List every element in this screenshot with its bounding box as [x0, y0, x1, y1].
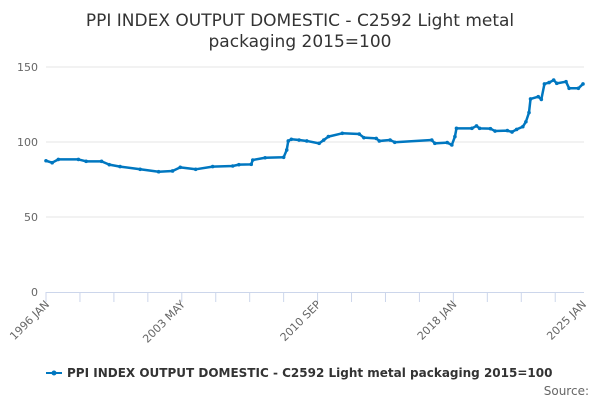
legend-item[interactable]: PPI INDEX OUTPUT DOMESTIC - C2592 Light … [46, 366, 552, 380]
y-tick-label: 100 [17, 136, 38, 149]
data-point[interactable] [527, 110, 531, 115]
data-point[interactable] [524, 119, 528, 124]
data-point[interactable] [84, 159, 88, 164]
y-tick-label: 0 [31, 286, 38, 299]
data-point[interactable] [567, 86, 571, 91]
data-point[interactable] [377, 139, 382, 143]
data-point[interactable] [99, 159, 104, 164]
data-point[interactable] [547, 80, 551, 85]
data-point[interactable] [317, 141, 321, 146]
series-path [45, 78, 584, 173]
data-point[interactable] [249, 162, 254, 167]
data-point[interactable] [138, 167, 142, 172]
chart-title-line-1: PPI INDEX OUTPUT DOMESTIC - C2592 Light … [86, 11, 514, 31]
legend-label: PPI INDEX OUTPUT DOMESTIC - C2592 Light … [67, 366, 552, 380]
data-point[interactable] [304, 139, 309, 143]
data-point[interactable] [493, 129, 497, 133]
data-point[interactable] [392, 140, 397, 145]
data-point[interactable] [44, 158, 48, 163]
data-point[interactable] [528, 97, 533, 101]
data-point[interactable] [388, 138, 392, 142]
y-tick-label: 150 [17, 61, 38, 74]
data-point[interactable] [281, 155, 286, 160]
data-point[interactable] [284, 148, 289, 152]
x-tick-label: 1996 JAN [7, 298, 52, 343]
data-point[interactable] [178, 165, 183, 170]
data-point[interactable] [576, 86, 581, 91]
series-line [44, 78, 585, 174]
x-axis-ticks [45, 292, 556, 302]
data-point[interactable] [230, 164, 235, 168]
x-tick-label: 2010 SEP [278, 298, 324, 344]
data-point[interactable] [474, 124, 479, 128]
data-point[interactable] [263, 155, 267, 160]
data-point[interactable] [445, 140, 450, 145]
data-point[interactable] [505, 128, 510, 133]
data-point[interactable] [521, 124, 525, 129]
data-point[interactable] [210, 164, 215, 169]
data-point[interactable] [514, 127, 519, 132]
y-tick-label: 50 [24, 211, 38, 224]
data-point[interactable] [362, 135, 366, 140]
data-point[interactable] [454, 126, 459, 131]
data-point[interactable] [107, 162, 112, 167]
data-point[interactable] [433, 141, 437, 146]
data-point[interactable] [450, 143, 454, 147]
data-point[interactable] [581, 82, 585, 86]
x-tick-label: 2018 JAN [415, 298, 460, 343]
data-point[interactable] [536, 94, 541, 99]
data-point[interactable] [321, 138, 326, 142]
data-point[interactable] [76, 157, 81, 162]
data-point[interactable] [193, 167, 198, 172]
data-point[interactable] [297, 138, 301, 142]
data-point[interactable] [488, 126, 493, 131]
data-point[interactable] [554, 81, 559, 86]
data-point[interactable] [477, 126, 482, 131]
data-point[interactable] [118, 164, 122, 169]
data-point[interactable] [564, 79, 568, 84]
x-tick-label: 2003 MAY [140, 298, 188, 346]
data-point[interactable] [470, 126, 474, 131]
data-point[interactable] [237, 162, 241, 167]
data-point[interactable] [539, 97, 544, 102]
data-point[interactable] [374, 136, 379, 141]
data-point[interactable] [429, 138, 434, 142]
data-point[interactable] [50, 160, 54, 165]
data-point[interactable] [56, 157, 61, 162]
data-point[interactable] [453, 134, 457, 139]
data-point[interactable] [286, 139, 291, 143]
y-axis-ticks: 0 50 100 150 [17, 61, 38, 299]
x-tick-label: 2025 JAN [544, 298, 589, 343]
data-point[interactable] [510, 130, 514, 134]
chart-title-line-2: packaging 2015=100 [209, 32, 392, 52]
data-point[interactable] [289, 137, 294, 142]
legend-marker-icon [51, 370, 57, 376]
data-point[interactable] [156, 169, 161, 174]
data-point[interactable] [250, 158, 255, 162]
data-point[interactable] [326, 134, 331, 139]
data-point[interactable] [340, 131, 345, 136]
data-point[interactable] [170, 169, 175, 173]
data-point[interactable] [551, 78, 556, 82]
data-point[interactable] [357, 132, 362, 136]
source-credit[interactable]: Source: [544, 384, 589, 398]
data-point[interactable] [542, 82, 547, 86]
x-axis-labels: 1996 JAN 2003 MAY 2010 SEP 2018 JAN 2025 JAN [7, 298, 589, 346]
